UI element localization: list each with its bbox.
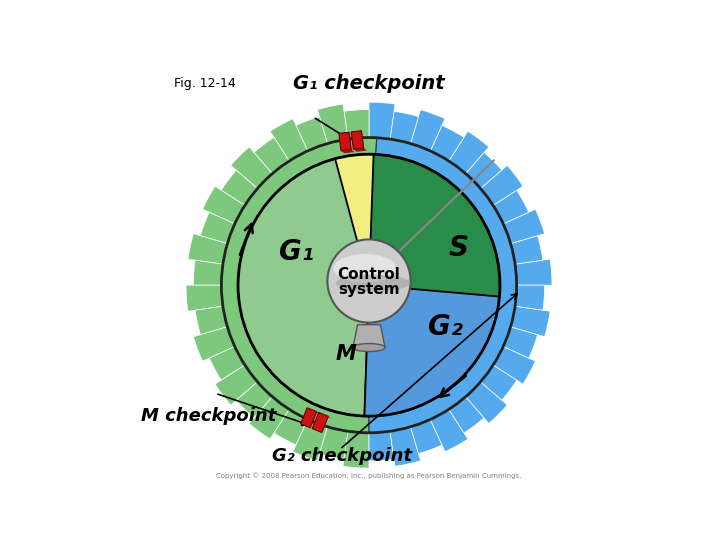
Wedge shape (344, 110, 369, 139)
Wedge shape (449, 131, 489, 174)
Wedge shape (390, 427, 420, 466)
Wedge shape (293, 420, 328, 461)
Text: Copyright © 2008 Pearson Education, Inc., publishing as Pearson Benjamin Cumming: Copyright © 2008 Pearson Education, Inc.… (216, 472, 522, 478)
Wedge shape (188, 234, 228, 264)
Wedge shape (249, 397, 289, 439)
Wedge shape (343, 431, 369, 468)
Polygon shape (319, 413, 332, 419)
Wedge shape (186, 285, 223, 311)
Wedge shape (503, 209, 544, 244)
Wedge shape (410, 420, 442, 454)
Wedge shape (480, 365, 517, 400)
Wedge shape (194, 260, 223, 285)
Ellipse shape (336, 275, 410, 292)
Wedge shape (480, 165, 523, 205)
Wedge shape (210, 347, 245, 380)
Wedge shape (466, 382, 508, 423)
Wedge shape (202, 186, 245, 224)
Wedge shape (369, 154, 500, 296)
Wedge shape (238, 155, 369, 416)
Polygon shape (307, 408, 320, 414)
Wedge shape (320, 427, 348, 459)
Text: M checkpoint: M checkpoint (141, 407, 276, 425)
Wedge shape (296, 117, 328, 151)
Text: Fig. 12-14: Fig. 12-14 (174, 77, 235, 90)
Wedge shape (510, 235, 543, 264)
Wedge shape (230, 147, 272, 188)
Wedge shape (364, 285, 500, 416)
Text: G₂ checkpoint: G₂ checkpoint (272, 448, 412, 465)
Wedge shape (503, 327, 538, 358)
Ellipse shape (333, 254, 396, 283)
Circle shape (328, 239, 410, 322)
Polygon shape (301, 408, 317, 428)
Wedge shape (274, 409, 307, 445)
Text: system: system (338, 282, 400, 297)
Wedge shape (215, 365, 258, 405)
Wedge shape (194, 327, 235, 361)
Wedge shape (369, 137, 518, 434)
Wedge shape (236, 382, 272, 418)
Wedge shape (220, 136, 377, 434)
Polygon shape (339, 132, 351, 151)
Wedge shape (449, 397, 484, 433)
Wedge shape (335, 154, 374, 285)
Text: M: M (336, 344, 356, 364)
Polygon shape (312, 413, 328, 433)
Wedge shape (369, 431, 394, 461)
Polygon shape (341, 150, 355, 153)
Text: S: S (449, 234, 469, 262)
Wedge shape (390, 111, 418, 144)
Wedge shape (493, 190, 528, 224)
Polygon shape (353, 325, 385, 348)
Text: G₁: G₁ (279, 238, 314, 266)
Wedge shape (515, 259, 552, 285)
Polygon shape (351, 131, 364, 149)
Wedge shape (431, 125, 464, 161)
Wedge shape (515, 285, 544, 310)
Wedge shape (200, 212, 235, 244)
Wedge shape (493, 347, 536, 384)
Wedge shape (369, 102, 395, 139)
Wedge shape (431, 409, 468, 451)
Polygon shape (354, 148, 367, 152)
Wedge shape (195, 306, 228, 335)
Wedge shape (410, 110, 445, 151)
Wedge shape (466, 152, 502, 188)
Wedge shape (254, 137, 289, 174)
Text: Control: Control (338, 267, 400, 282)
Wedge shape (510, 306, 550, 337)
Text: G₂: G₂ (428, 313, 464, 341)
Wedge shape (318, 104, 348, 144)
Text: G₁ checkpoint: G₁ checkpoint (293, 74, 445, 93)
Ellipse shape (353, 343, 385, 352)
Wedge shape (270, 119, 307, 161)
Wedge shape (221, 170, 258, 205)
